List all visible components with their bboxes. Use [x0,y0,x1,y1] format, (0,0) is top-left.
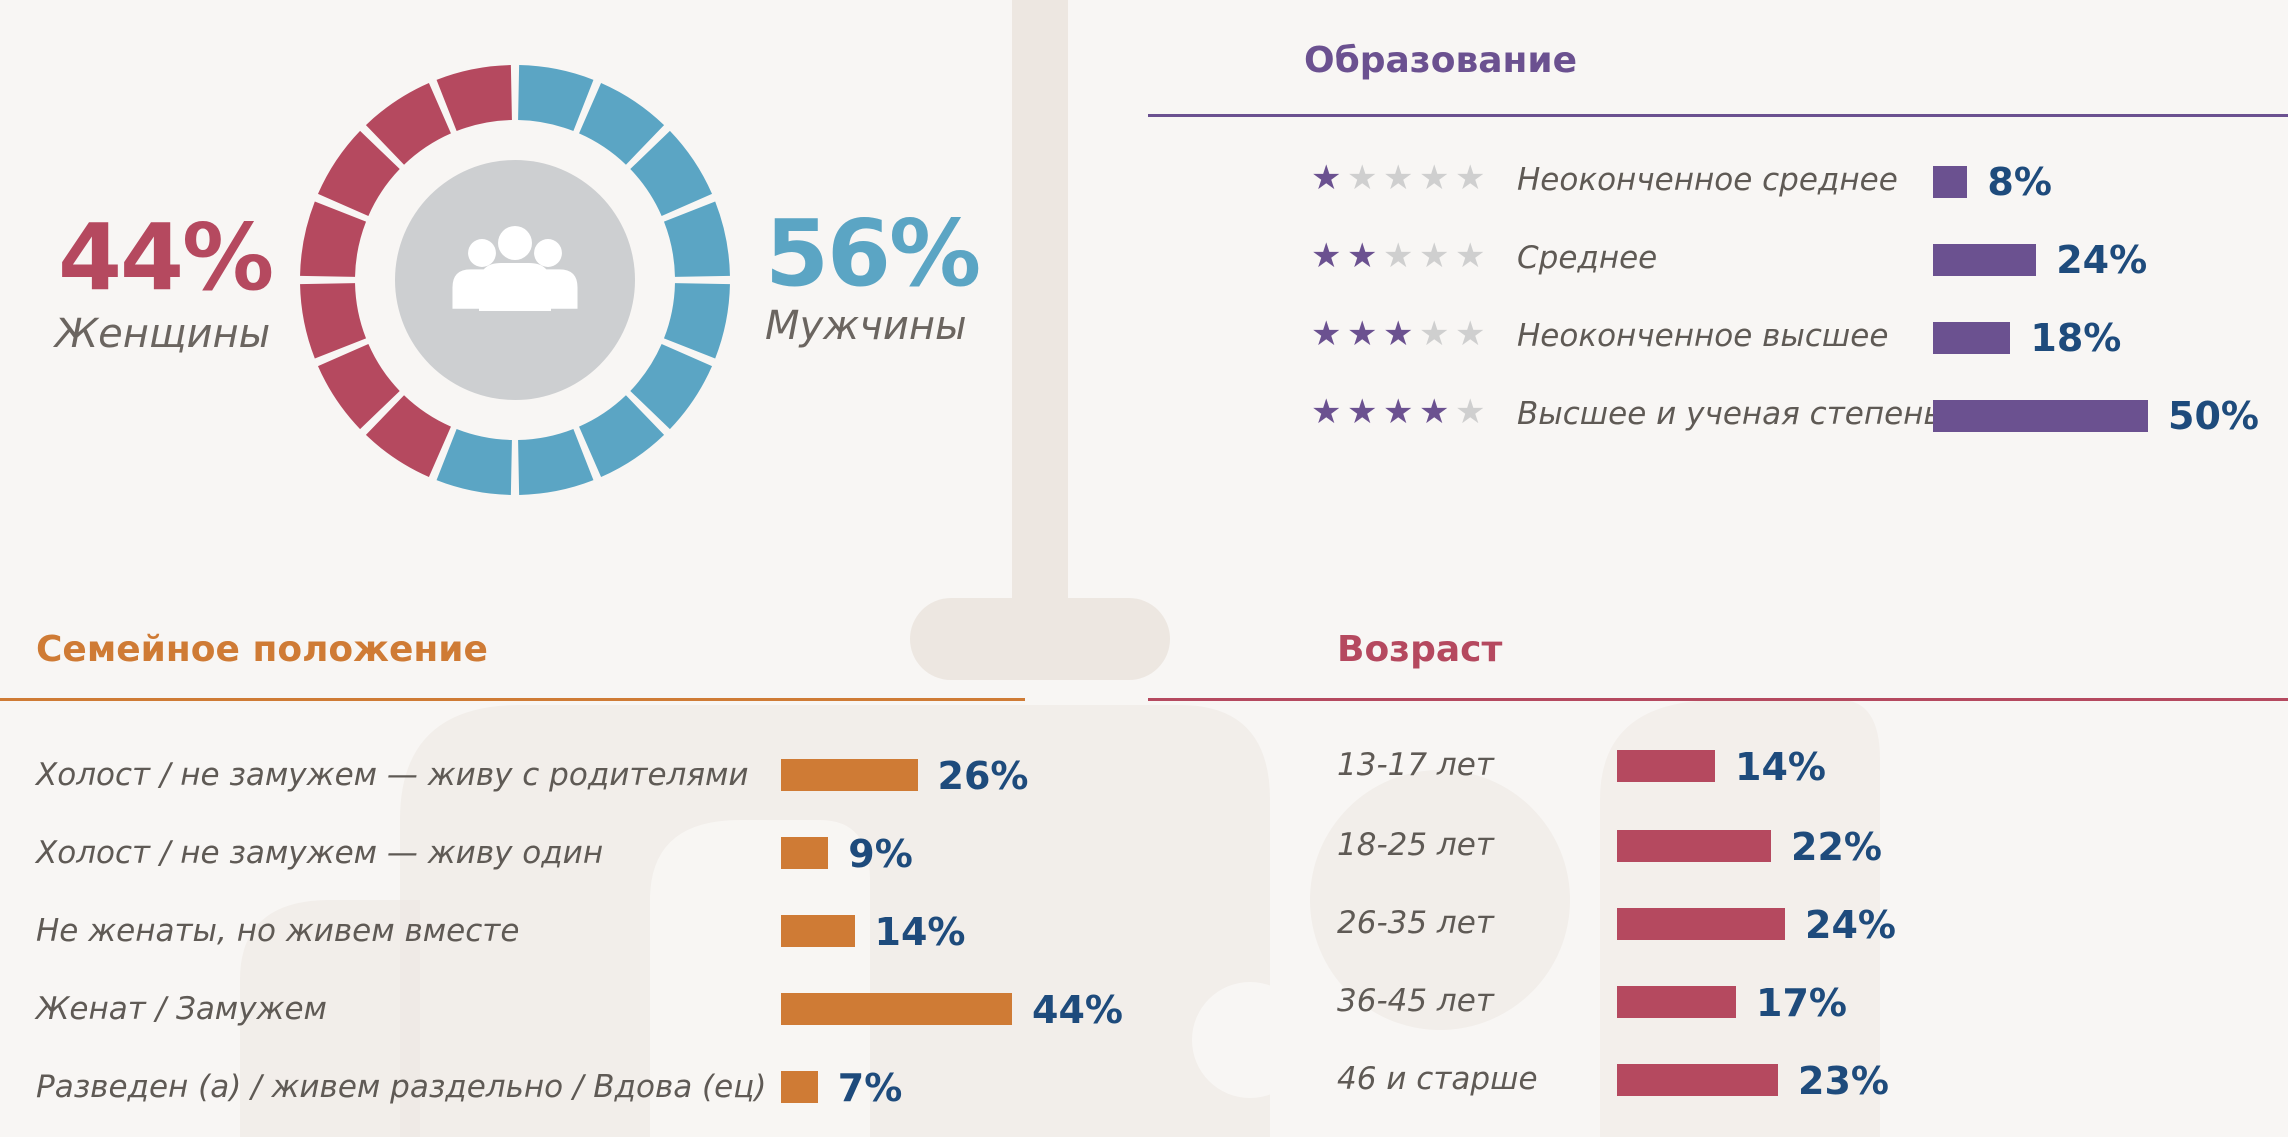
family-label: Не женаты, но живем вместе [36,913,520,949]
age-label: 36-45 лет [1337,983,1494,1019]
education-title: Образование [1304,40,1578,81]
star-empty-icon: ★ [1383,236,1414,276]
male-percent: 56% [765,200,981,307]
age-label: 18-25 лет [1337,827,1494,863]
family-bar [781,759,918,791]
donut-segment-male [579,82,665,165]
education-label: Неоконченное среднее [1517,162,1898,198]
donut-segment-male [518,65,594,132]
education-label: Среднее [1517,240,1658,276]
age-bar [1617,750,1715,782]
star-empty-icon: ★ [1383,158,1414,198]
age-bar [1617,830,1771,862]
family-divider [0,698,1025,701]
family-label: Разведен (а) / живем раздельно / Вдова (… [36,1069,767,1105]
age-label: 13-17 лет [1337,747,1494,783]
star-empty-icon: ★ [1455,314,1486,354]
education-value: 8% [1987,160,2052,204]
donut-segment-male [663,201,730,277]
donut-segment-female [317,344,400,430]
star-empty-icon: ★ [1419,314,1450,354]
age-title: Возраст [1337,629,1503,670]
family-value: 7% [837,1066,903,1110]
gender-donut-chart [300,65,730,495]
age-divider [1148,698,2288,701]
donut-segment-female [300,283,367,359]
donut-segment-female [300,201,367,277]
education-divider [1148,114,2288,117]
star-empty-icon: ★ [1347,158,1378,198]
star-filled-icon: ★ [1419,392,1450,432]
education-bar [1933,166,1968,198]
age-value: 24% [1805,903,1896,947]
family-bar [781,915,855,947]
female-percent: 44% [58,204,274,311]
star-filled-icon: ★ [1347,392,1378,432]
donut-segment-female [436,65,512,132]
education-bar [1933,322,2011,354]
donut-segment-female [365,395,451,478]
education-value: 24% [2056,238,2148,282]
star-filled-icon: ★ [1383,314,1414,354]
family-label: Холост / не замужем — живу один [36,835,604,871]
family-bar [781,837,829,869]
family-label: Женат / Замужем [36,991,327,1027]
donut-segment-male [436,428,512,495]
education-label: Высшее и ученая степень [1517,396,1942,432]
star-empty-icon: ★ [1455,158,1486,198]
family-value: 14% [874,910,966,954]
star-filled-icon: ★ [1311,158,1342,198]
male-label: Мужчины [765,303,967,349]
female-label: Женщины [55,311,271,357]
donut-segment-male [663,283,730,359]
education-value: 50% [2168,394,2259,438]
star-filled-icon: ★ [1311,314,1342,354]
donut-segment-female [365,82,451,165]
star-empty-icon: ★ [1419,236,1450,276]
education-label: Неоконченное высшее [1517,318,1889,354]
star-filled-icon: ★ [1383,392,1414,432]
family-bar [781,1071,818,1103]
family-value: 26% [937,754,1029,798]
age-bar [1617,908,1785,940]
star-filled-icon: ★ [1311,392,1342,432]
star-empty-icon: ★ [1455,236,1486,276]
donut-segment-male [518,428,594,495]
education-value: 18% [2030,316,2122,360]
age-value: 22% [1791,825,1882,869]
star-empty-icon: ★ [1419,158,1450,198]
age-value: 14% [1735,745,1826,789]
family-bar [781,993,1012,1025]
family-value: 9% [848,832,913,876]
donut-segment-male [579,395,665,478]
age-bar [1617,1064,1778,1096]
family-title: Семейное положение [36,629,488,670]
donut-segment-male [630,344,713,430]
star-empty-icon: ★ [1455,392,1486,432]
age-label: 26-35 лет [1337,905,1494,941]
family-value: 44% [1032,988,1123,1032]
education-bar [1933,400,2148,432]
donut-segment-female [317,130,400,216]
people-group-icon [452,226,578,311]
education-bar [1933,244,2037,276]
star-filled-icon: ★ [1347,236,1378,276]
star-filled-icon: ★ [1311,236,1342,276]
age-value: 23% [1798,1059,1889,1103]
age-label: 46 и старше [1337,1061,1538,1097]
family-label: Холост / не замужем — живу с родителями [36,757,749,793]
age-bar [1617,986,1736,1018]
age-value: 17% [1756,981,1847,1025]
star-filled-icon: ★ [1347,314,1378,354]
donut-segment-male [630,130,713,216]
